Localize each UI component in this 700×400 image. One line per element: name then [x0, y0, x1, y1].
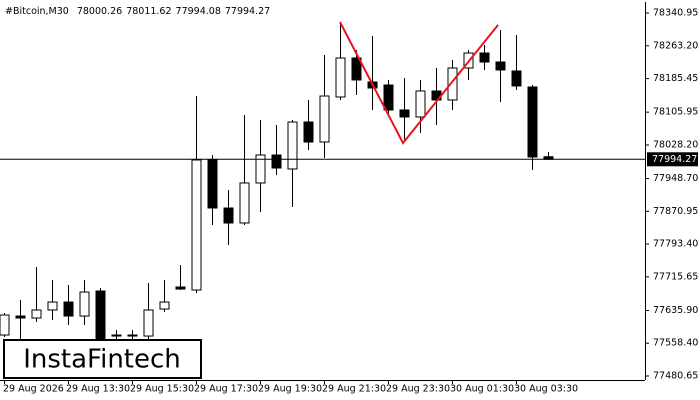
- x-tick-label: 30 Aug 03:30: [514, 384, 578, 395]
- candle-body: [511, 70, 522, 87]
- candle-body: [319, 95, 330, 143]
- candle-body: [495, 61, 506, 71]
- y-tick-label: 78185.45: [653, 73, 698, 84]
- chart-header: #Bitcoin,M30 78000.26 78011.62 77994.08 7799…: [5, 6, 270, 17]
- y-tick-label: 78105.95: [653, 107, 698, 118]
- y-tick-label: 78340.95: [653, 7, 698, 18]
- candle-body: [15, 315, 26, 319]
- candle-body: [31, 309, 42, 319]
- candle-body: [79, 291, 90, 317]
- candle-body: [383, 84, 394, 111]
- y-tick-label: 77870.95: [653, 206, 698, 217]
- x-tick-label: 29 Aug 19:30: [258, 384, 322, 395]
- candle-body: [271, 154, 282, 169]
- candle-body: [175, 286, 186, 290]
- low-value: 77994.08: [176, 6, 221, 17]
- candle-body: [223, 207, 234, 224]
- y-tick-label: 77480.65: [653, 371, 698, 382]
- logo-box: [3, 339, 202, 379]
- y-tick-label: 77715.65: [653, 271, 698, 282]
- current-price-label: 77994.27: [652, 154, 697, 165]
- high-value: 78011.62: [126, 6, 171, 17]
- candle-body: [255, 154, 266, 184]
- candle-body: [527, 86, 538, 158]
- y-tick-label: 77793.40: [653, 239, 698, 250]
- candle-body: [415, 90, 426, 118]
- candle-body: [287, 121, 298, 170]
- current-price-box: [647, 152, 698, 167]
- x-tick-label: 29 Aug 2026: [3, 384, 64, 395]
- candle-body: [111, 334, 122, 337]
- x-tick-label: 29 Aug 15:30: [130, 384, 194, 395]
- candle-body: [63, 301, 74, 317]
- y-tick-label: 77558.40: [653, 338, 698, 349]
- candle-body: [47, 301, 58, 311]
- candle-body: [399, 109, 410, 118]
- candle-body: [303, 121, 314, 143]
- y-tick-label: 77948.70: [653, 173, 698, 184]
- logo: InstaFintech: [23, 345, 181, 375]
- candle-body: [127, 334, 138, 337]
- symbol: #Bitcoin,M30: [5, 6, 69, 17]
- candle-body: [191, 159, 202, 291]
- y-tick-label: 78263.20: [653, 40, 698, 51]
- open-value: 78000.26: [77, 6, 122, 17]
- double-top-pattern: [339, 21, 499, 145]
- x-tick-label: 29 Aug 13:30: [66, 384, 130, 395]
- candle-body: [447, 67, 458, 101]
- x-tick-label: 29 Aug 21:30: [322, 384, 386, 395]
- plot: [0, 22, 554, 346]
- close-value: 77994.27: [225, 6, 270, 17]
- candle-body: [0, 314, 10, 336]
- y-tick-label: 78028.20: [653, 139, 698, 150]
- candle-body: [479, 52, 490, 63]
- candle-body: [351, 57, 362, 81]
- candle-body: [95, 290, 106, 341]
- x-tick-label: 30 Aug 01:30: [450, 384, 514, 395]
- candle-body: [207, 159, 218, 209]
- candle-body: [335, 57, 346, 98]
- y-tick-label: 77635.90: [653, 305, 698, 316]
- candle-body: [143, 309, 154, 337]
- candle-body: [159, 301, 170, 310]
- candle-body: [239, 182, 250, 224]
- x-tick-label: 29 Aug 17:30: [194, 384, 258, 395]
- x-tick-label: 29 Aug 23:30: [386, 384, 450, 395]
